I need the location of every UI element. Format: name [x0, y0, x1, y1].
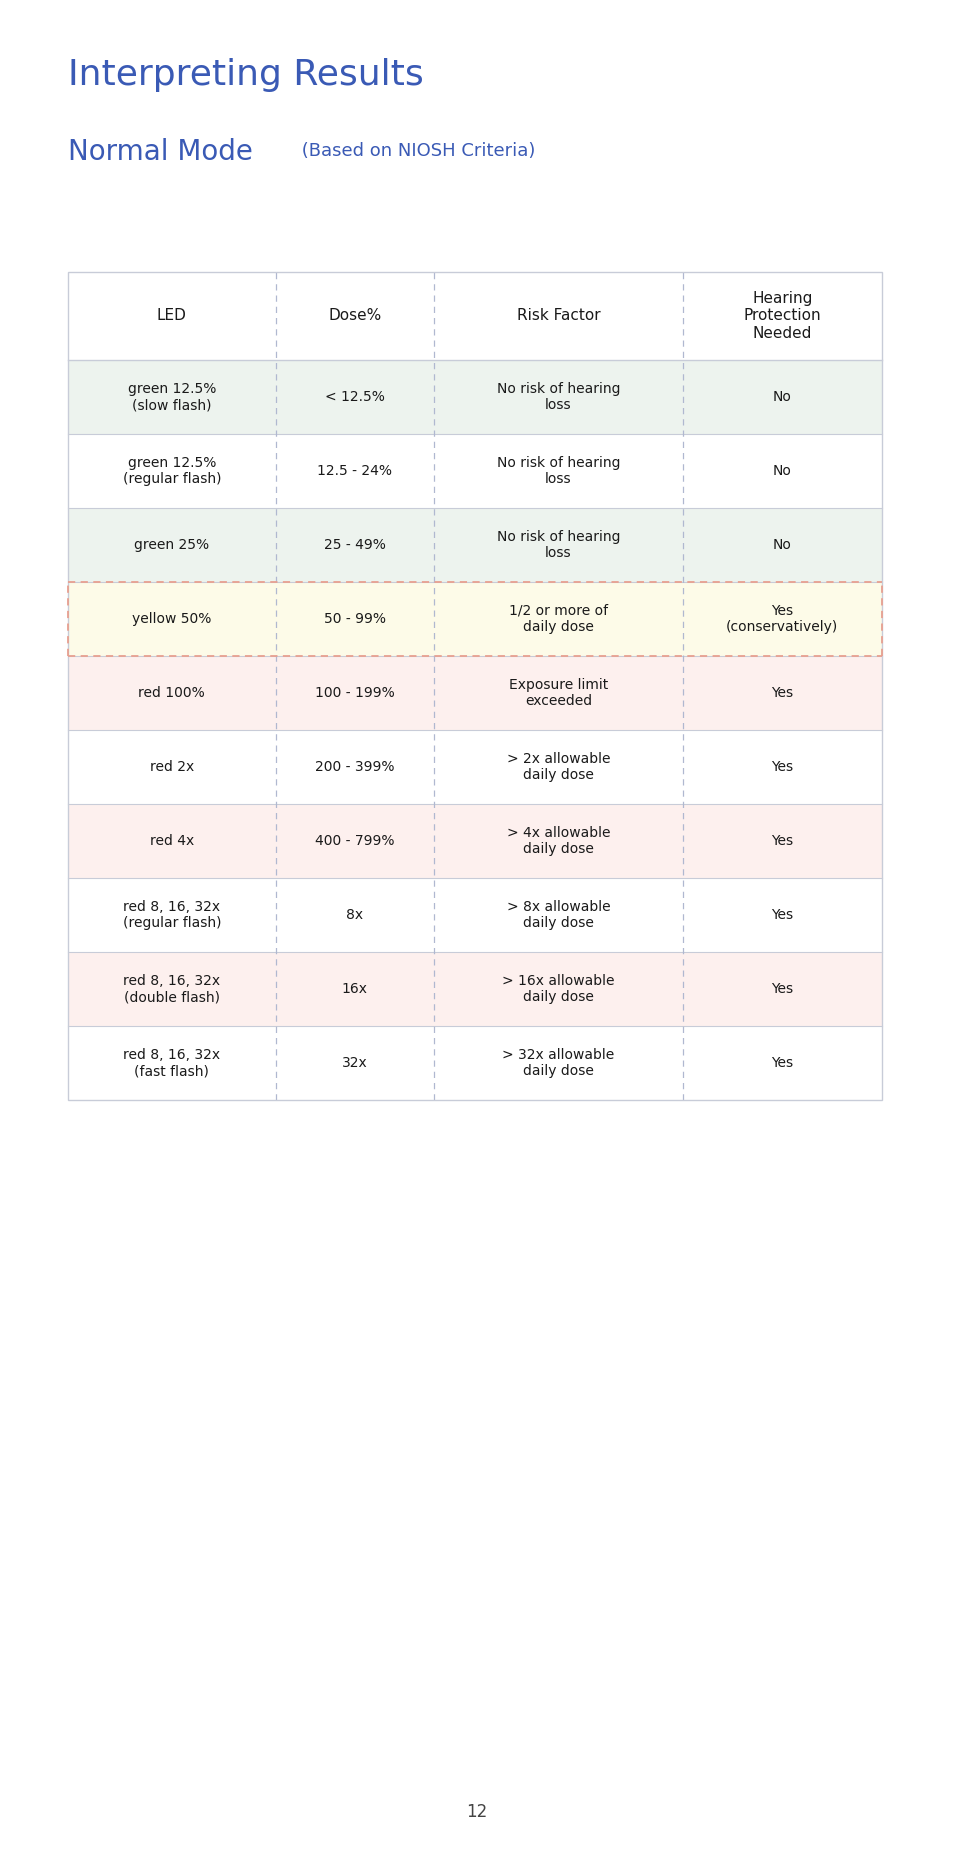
Text: green 12.5%
(regular flash): green 12.5% (regular flash) [122, 456, 221, 485]
Text: > 16x allowable
daily dose: > 16x allowable daily dose [501, 974, 614, 1004]
Text: No: No [772, 537, 791, 552]
Bar [68, 1026, 882, 1100]
Text: red 4x: red 4x [150, 833, 193, 848]
Bar [68, 582, 882, 656]
Bar [68, 952, 882, 1026]
Text: red 8, 16, 32x
(regular flash): red 8, 16, 32x (regular flash) [122, 900, 221, 930]
Text: > 8x allowable
daily dose: > 8x allowable daily dose [506, 900, 610, 930]
Text: 32x: 32x [342, 1056, 368, 1070]
Text: No: No [772, 465, 791, 478]
Text: Hearing
Protection
Needed: Hearing Protection Needed [742, 291, 821, 341]
Bar [68, 359, 882, 433]
Text: < 12.5%: < 12.5% [325, 391, 384, 404]
Text: 400 - 799%: 400 - 799% [314, 833, 395, 848]
Text: 1/2 or more of
daily dose: 1/2 or more of daily dose [508, 604, 607, 633]
Text: > 4x allowable
daily dose: > 4x allowable daily dose [506, 826, 610, 856]
Text: red 100%: red 100% [138, 685, 205, 700]
Text: Dose%: Dose% [328, 309, 381, 324]
Text: (Based on NIOSH Criteria): (Based on NIOSH Criteria) [295, 143, 535, 159]
Text: > 32x allowable
daily dose: > 32x allowable daily dose [502, 1048, 614, 1078]
Text: red 8, 16, 32x
(double flash): red 8, 16, 32x (double flash) [123, 974, 220, 1004]
Text: 25 - 49%: 25 - 49% [324, 537, 385, 552]
Text: LED: LED [156, 309, 187, 324]
Text: 16x: 16x [341, 982, 368, 996]
Text: Exposure limit
exceeded: Exposure limit exceeded [508, 678, 607, 707]
Text: 200 - 399%: 200 - 399% [314, 759, 395, 774]
Text: 12.5 - 24%: 12.5 - 24% [317, 465, 392, 478]
Text: Yes: Yes [770, 759, 793, 774]
Bar [68, 804, 882, 878]
Text: green 12.5%
(slow flash): green 12.5% (slow flash) [128, 382, 215, 413]
Text: No risk of hearing
loss: No risk of hearing loss [497, 456, 619, 485]
Bar [68, 878, 882, 952]
Text: No: No [772, 391, 791, 404]
Text: red 8, 16, 32x
(fast flash): red 8, 16, 32x (fast flash) [123, 1048, 220, 1078]
Text: Yes: Yes [770, 982, 793, 996]
Text: green 25%: green 25% [134, 537, 209, 552]
Text: Yes: Yes [770, 1056, 793, 1070]
Text: 12: 12 [466, 1804, 487, 1821]
Text: > 2x allowable
daily dose: > 2x allowable daily dose [506, 752, 610, 782]
Text: Yes: Yes [770, 907, 793, 922]
Text: Risk Factor: Risk Factor [517, 309, 599, 324]
Text: Yes: Yes [770, 685, 793, 700]
Text: No risk of hearing
loss: No risk of hearing loss [497, 530, 619, 559]
Bar [68, 272, 882, 359]
Text: Interpreting Results: Interpreting Results [68, 57, 423, 93]
Bar [68, 730, 882, 804]
Text: Yes: Yes [770, 833, 793, 848]
Text: 8x: 8x [346, 907, 363, 922]
Text: Normal Mode: Normal Mode [68, 139, 253, 167]
Bar [68, 656, 882, 730]
Text: red 2x: red 2x [150, 759, 193, 774]
Text: Yes
(conservatively): Yes (conservatively) [725, 604, 838, 633]
Bar [68, 272, 882, 1100]
Text: 100 - 199%: 100 - 199% [314, 685, 395, 700]
Bar [68, 507, 882, 582]
Bar [68, 433, 882, 507]
Text: 50 - 99%: 50 - 99% [324, 611, 386, 626]
Text: No risk of hearing
loss: No risk of hearing loss [497, 382, 619, 413]
Text: yellow 50%: yellow 50% [132, 611, 212, 626]
